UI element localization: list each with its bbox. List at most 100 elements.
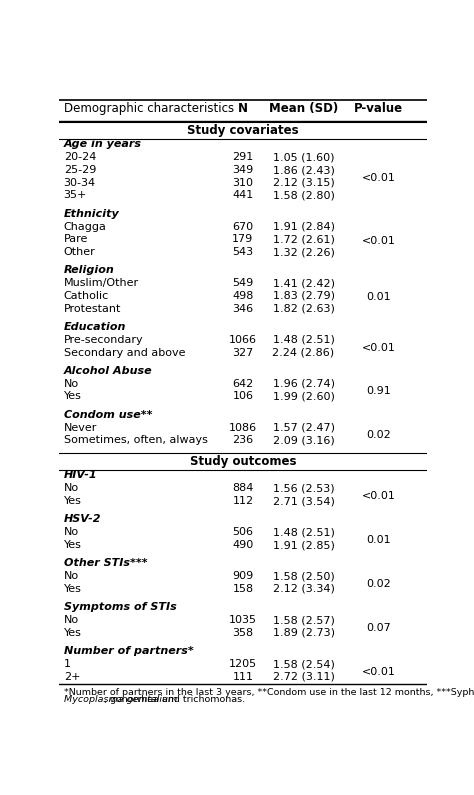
Text: Symptoms of STIs: Symptoms of STIs — [64, 602, 176, 612]
Text: Other STIs***: Other STIs*** — [64, 558, 147, 568]
Text: Yes: Yes — [64, 540, 82, 550]
Text: 1.48 (2.51): 1.48 (2.51) — [273, 527, 335, 537]
Text: 1.05 (1.60): 1.05 (1.60) — [273, 153, 334, 162]
Text: No: No — [64, 527, 79, 537]
Text: Mycoplasma genitalium: Mycoplasma genitalium — [64, 695, 177, 704]
Text: 670: 670 — [232, 222, 254, 231]
Text: 0.02: 0.02 — [366, 579, 391, 589]
Text: Mean (SD): Mean (SD) — [269, 102, 338, 114]
Text: 2.72 (3.11): 2.72 (3.11) — [273, 672, 335, 682]
Text: 158: 158 — [232, 584, 254, 594]
Text: 0.07: 0.07 — [366, 622, 391, 633]
Text: Condom use**: Condom use** — [64, 409, 152, 420]
Text: N: N — [238, 102, 248, 114]
Text: 1.58 (2.54): 1.58 (2.54) — [273, 659, 335, 669]
Text: 1.89 (2.73): 1.89 (2.73) — [273, 628, 335, 638]
Text: 1.83 (2.79): 1.83 (2.79) — [273, 291, 335, 301]
Text: 1.91 (2.85): 1.91 (2.85) — [273, 540, 335, 550]
Text: 2.24 (2.86): 2.24 (2.86) — [273, 347, 335, 358]
Text: 1.32 (2.26): 1.32 (2.26) — [273, 247, 335, 257]
Text: 2+: 2+ — [64, 672, 80, 682]
Text: 1.96 (2.74): 1.96 (2.74) — [273, 378, 335, 389]
Text: Chagga: Chagga — [64, 222, 107, 231]
Text: Alcohol Abuse: Alcohol Abuse — [64, 366, 152, 376]
Text: No: No — [64, 615, 79, 625]
Text: 909: 909 — [232, 572, 254, 581]
Text: 1035: 1035 — [229, 615, 257, 625]
Text: *Number of partners in the last 3 years, **Condom use in the last 12 months, ***: *Number of partners in the last 3 years,… — [64, 688, 474, 696]
Text: 112: 112 — [232, 496, 254, 506]
Text: 2.12 (3.15): 2.12 (3.15) — [273, 178, 335, 188]
Text: 549: 549 — [232, 278, 254, 289]
Text: 2.09 (3.16): 2.09 (3.16) — [273, 436, 335, 445]
Text: 1.99 (2.60): 1.99 (2.60) — [273, 391, 335, 401]
Text: Yes: Yes — [64, 628, 82, 638]
Text: 1.58 (2.57): 1.58 (2.57) — [273, 615, 335, 625]
Text: 441: 441 — [232, 191, 254, 200]
Text: 327: 327 — [232, 347, 254, 358]
Text: Pre-secondary: Pre-secondary — [64, 335, 143, 345]
Text: 1086: 1086 — [229, 423, 257, 432]
Text: 2.12 (3.34): 2.12 (3.34) — [273, 584, 335, 594]
Text: Yes: Yes — [64, 496, 82, 506]
Text: Other: Other — [64, 247, 95, 257]
Text: 106: 106 — [232, 391, 254, 401]
Text: 0.91: 0.91 — [366, 386, 391, 397]
Text: <0.01: <0.01 — [362, 173, 396, 183]
Text: No: No — [64, 483, 79, 494]
Text: 346: 346 — [232, 304, 254, 314]
Text: No: No — [64, 378, 79, 389]
Text: 358: 358 — [232, 628, 254, 638]
Text: 490: 490 — [232, 540, 254, 550]
Text: Study outcomes: Study outcomes — [190, 456, 296, 468]
Text: 1.58 (2.50): 1.58 (2.50) — [273, 572, 335, 581]
Text: 25-29: 25-29 — [64, 165, 96, 175]
Text: Sometimes, often, always: Sometimes, often, always — [64, 436, 208, 445]
Text: 1066: 1066 — [229, 335, 257, 345]
Text: 1205: 1205 — [229, 659, 257, 669]
Text: <0.01: <0.01 — [362, 236, 396, 246]
Text: 236: 236 — [232, 436, 254, 445]
Text: 30-34: 30-34 — [64, 178, 96, 188]
Text: HSV-2: HSV-2 — [64, 514, 101, 524]
Text: Study covariates: Study covariates — [187, 124, 299, 138]
Text: 20-24: 20-24 — [64, 153, 96, 162]
Text: Protestant: Protestant — [64, 304, 121, 314]
Text: 1.48 (2.51): 1.48 (2.51) — [273, 335, 335, 345]
Text: Never: Never — [64, 423, 97, 432]
Text: 642: 642 — [232, 378, 254, 389]
Text: Pare: Pare — [64, 235, 88, 244]
Text: <0.01: <0.01 — [362, 491, 396, 501]
Text: 1.91 (2.84): 1.91 (2.84) — [273, 222, 335, 231]
Text: Catholic: Catholic — [64, 291, 109, 301]
Text: 1.86 (2.43): 1.86 (2.43) — [273, 165, 335, 175]
Text: Secondary and above: Secondary and above — [64, 347, 185, 358]
Text: 1.57 (2.47): 1.57 (2.47) — [273, 423, 335, 432]
Text: HIV-1: HIV-1 — [64, 471, 97, 480]
Text: 1: 1 — [64, 659, 71, 669]
Text: Education: Education — [64, 322, 126, 332]
Text: Ethnicity: Ethnicity — [64, 208, 119, 219]
Text: 1.56 (2.53): 1.56 (2.53) — [273, 483, 334, 494]
Text: , gonorrhea and trichomonas.: , gonorrhea and trichomonas. — [104, 695, 245, 704]
Text: 543: 543 — [232, 247, 254, 257]
Text: <0.01: <0.01 — [362, 343, 396, 352]
Text: 2.71 (3.54): 2.71 (3.54) — [273, 496, 335, 506]
Text: 1.58 (2.80): 1.58 (2.80) — [273, 191, 335, 200]
Text: <0.01: <0.01 — [362, 667, 396, 677]
Text: 498: 498 — [232, 291, 254, 301]
Text: Yes: Yes — [64, 391, 82, 401]
Text: P-value: P-value — [354, 102, 403, 114]
Text: 1.82 (2.63): 1.82 (2.63) — [273, 304, 335, 314]
Text: 179: 179 — [232, 235, 254, 244]
Text: 0.01: 0.01 — [366, 535, 391, 545]
Text: No: No — [64, 572, 79, 581]
Text: Yes: Yes — [64, 584, 82, 594]
Text: Number of partners*: Number of partners* — [64, 646, 193, 656]
Text: Age in years: Age in years — [64, 139, 142, 149]
Text: 506: 506 — [232, 527, 254, 537]
Text: Demographic characteristics: Demographic characteristics — [64, 102, 234, 114]
Text: Religion: Religion — [64, 266, 114, 275]
Text: 0.02: 0.02 — [366, 430, 391, 440]
Text: 0.01: 0.01 — [366, 293, 391, 302]
